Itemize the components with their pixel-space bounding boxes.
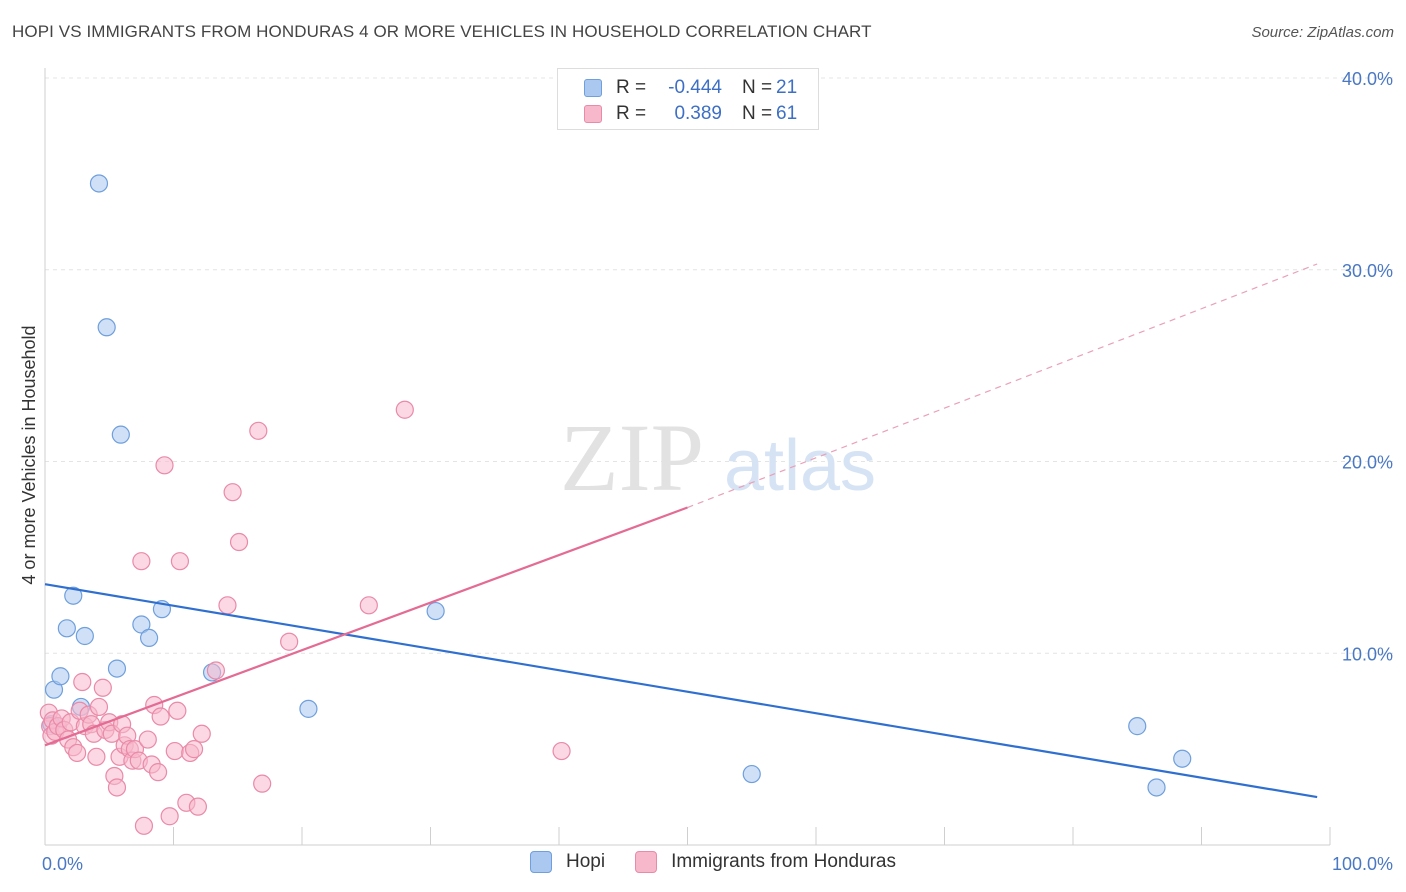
hopi-trend-line [44,583,1318,799]
trend-lines [44,263,1318,799]
honduras-point [107,778,127,797]
hopi-swatch [584,79,602,97]
honduras-point [165,741,184,761]
honduras-point [93,678,112,697]
hopi-point [64,586,83,605]
r-value-honduras: 0.389 [674,103,722,124]
honduras-point [253,774,272,793]
r-value-hopi: -0.444 [668,77,722,98]
hopi-point [97,318,116,337]
honduras-point [68,743,87,763]
honduras-point [89,697,109,717]
honduras-point [132,552,151,571]
hopi-point [426,601,445,621]
honduras-swatch [584,105,602,123]
n-label: N = [742,77,773,98]
honduras-point [188,797,208,816]
honduras-point [359,596,378,615]
legend-item-hopi: Hopi [530,851,605,873]
legend-row-hopi: R = -0.444 N = 21 [584,75,797,101]
honduras-point [87,747,106,766]
honduras-point [249,421,268,440]
y-tick-label: 20.0% [1342,453,1393,473]
honduras-trend-extension [687,263,1318,509]
hopi-point [57,619,76,638]
legend-item-honduras: Immigrants from Honduras [635,851,896,873]
honduras-trend-line [44,506,688,747]
n-label: N = [742,103,773,124]
hopi-point [107,659,127,678]
watermark-zip: ZIP [560,404,704,511]
y-axis-label: 4 or more Vehicles in Household [19,325,39,584]
legend-label-hopi: Hopi [566,851,606,872]
honduras-point [184,740,204,759]
hopi-point [89,174,109,193]
honduras-point [552,741,571,761]
honduras-point [138,730,157,749]
legend-row-honduras: R = 0.389 N = 61 [584,101,797,127]
y-tick-label: 30.0% [1342,261,1393,281]
honduras-point [151,707,170,726]
honduras-point [168,701,187,720]
honduras-legend-swatch [635,851,658,873]
honduras-point [395,400,414,419]
honduras-point [218,596,237,615]
correlation-legend: R = -0.444 N = 21 R = 0.389 N = 61 [557,68,819,130]
series-legend: Hopi Immigrants from Honduras [530,851,926,873]
hopi-point [1147,778,1166,797]
chart-title: HOPI VS IMMIGRANTS FROM HONDURAS 4 OR MO… [12,22,872,41]
honduras-point [229,532,249,552]
watermark-atlas: atlas [724,426,876,506]
hopi-point [132,615,151,634]
axes [44,68,1331,846]
r-label: R = [616,103,647,124]
hopi-point [51,667,70,686]
legend-label-honduras: Immigrants from Honduras [671,851,896,872]
honduras-point [155,456,174,475]
hopi-point [1173,749,1192,768]
honduras-point [280,632,299,651]
r-label: R = [616,77,647,98]
tick-labels: 10.0% 20.0% 30.0% 40.0% 0.0% 100.0% [42,69,1393,874]
hopi-point [75,626,94,646]
y-tick-label: 10.0% [1342,644,1393,664]
n-value-hopi: 21 [776,77,798,98]
honduras-point [134,816,154,835]
n-value-honduras: 61 [776,103,798,124]
x-tick-label: 0.0% [42,854,83,874]
honduras-point [206,661,226,680]
honduras-point [192,724,211,743]
source-label: Source: ZipAtlas.com [1251,24,1394,41]
honduras-point [73,672,92,692]
hopi-point [111,425,130,444]
honduras-point [148,763,168,782]
hopi-point [1128,717,1147,736]
honduras-point [170,552,190,571]
hopi-point [742,764,761,784]
y-tick-label: 40.0% [1342,69,1393,89]
hopi-legend-swatch [530,851,552,873]
watermark: ZIP atlas [560,404,876,511]
grid-lines [45,77,1395,654]
hopi-point [299,699,318,718]
x-tick-label: 100.0% [1332,854,1393,874]
hopi-point [139,628,159,648]
data-points [39,174,1192,835]
honduras-point [223,483,242,502]
honduras-point [160,807,179,826]
